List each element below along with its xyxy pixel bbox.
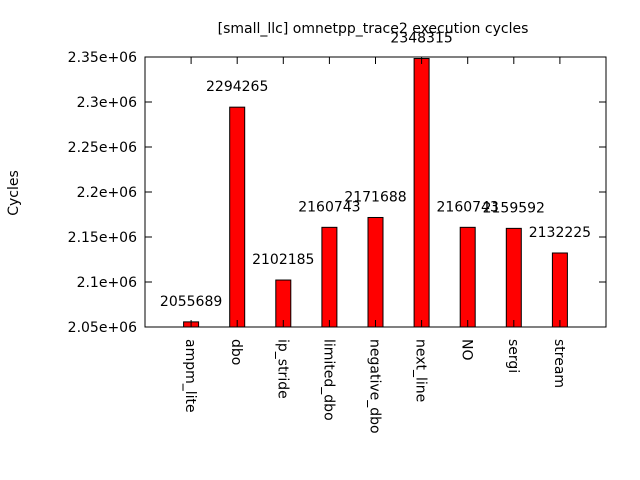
- y-tick-label: 2.05e+06: [68, 320, 137, 336]
- y-axis-ticks: 2.05e+06 2.1e+06 2.15e+06 2.2e+06 2.25e+06 2.…: [68, 50, 606, 336]
- bar: [505, 227, 522, 328]
- data-label: 2348315: [390, 31, 452, 47]
- chart-title: [small_llc] omnetpp_trace2 execution cyc…: [218, 21, 529, 37]
- x-tick-label: stream: [551, 339, 567, 388]
- bar: [413, 58, 430, 328]
- y-tick-label: 2.35e+06: [68, 50, 137, 66]
- x-tick-label: dbo: [228, 339, 244, 365]
- data-label: 2294265: [206, 79, 268, 95]
- x-tick-label: sergi: [505, 339, 521, 373]
- bar: [459, 226, 476, 328]
- data-label: 2160743: [437, 199, 499, 215]
- y-tick-label: 2.25e+06: [68, 140, 137, 156]
- y-tick-label: 2.15e+06: [68, 230, 137, 246]
- x-tick-label: negative_dbo: [367, 339, 383, 434]
- x-tick-label: ampm_lite: [182, 339, 198, 413]
- y-tick-label: 2.2e+06: [77, 185, 138, 201]
- bars: [183, 58, 568, 328]
- data-labels: 2055689229426521021852160743217168823483…: [160, 31, 591, 310]
- data-label: 2171688: [344, 189, 406, 205]
- y-tick-label: 2.1e+06: [77, 275, 138, 291]
- bar: [551, 252, 568, 328]
- data-label: 2132225: [529, 225, 591, 241]
- x-tick-label: limited_dbo: [320, 339, 336, 421]
- bar: [367, 216, 384, 328]
- data-label: 2102185: [252, 252, 314, 268]
- x-tick-label: NO: [459, 339, 475, 361]
- data-label: 2160743: [298, 199, 360, 215]
- bar: [275, 279, 292, 328]
- data-label: 2159592: [483, 200, 545, 216]
- x-tick-label: next_line: [413, 339, 429, 402]
- y-axis-label: Cycles: [6, 170, 22, 216]
- y-tick-label: 2.3e+06: [77, 95, 138, 111]
- bar: [229, 106, 246, 328]
- data-label: 2055689: [160, 294, 222, 310]
- x-tick-label: ip_stride: [274, 339, 290, 399]
- bar: [321, 226, 338, 328]
- x-axis-ticks: ampm_lite dbo ip_stride limited_dbo negative…: [182, 57, 567, 434]
